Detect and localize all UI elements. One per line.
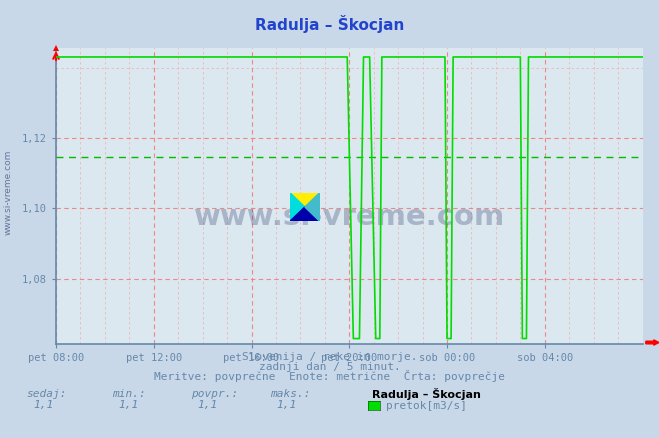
Text: Radulja – Škocjan: Radulja – Škocjan [255,15,404,33]
Text: Radulja – Škocjan: Radulja – Škocjan [372,388,481,400]
Polygon shape [290,193,320,221]
Text: 1,1: 1,1 [277,400,297,410]
Text: 1,1: 1,1 [119,400,139,410]
Text: maks.:: maks.: [270,389,310,399]
Text: 1,1: 1,1 [198,400,218,410]
Text: min.:: min.: [112,389,146,399]
Polygon shape [290,207,320,221]
Text: www.si-vreme.com: www.si-vreme.com [3,150,13,235]
Text: Slovenija / reke in morje.: Slovenija / reke in morje. [242,352,417,362]
Text: povpr.:: povpr.: [191,389,239,399]
Polygon shape [290,193,304,221]
Polygon shape [304,193,320,221]
Text: 1,1: 1,1 [33,400,53,410]
Text: Meritve: povprečne  Enote: metrične  Črta: povprečje: Meritve: povprečne Enote: metrične Črta:… [154,370,505,382]
Text: pretok[m3/s]: pretok[m3/s] [386,401,467,411]
Text: zadnji dan / 5 minut.: zadnji dan / 5 minut. [258,362,401,371]
Text: www.si-vreme.com: www.si-vreme.com [194,203,505,231]
Text: sedaj:: sedaj: [26,389,67,399]
